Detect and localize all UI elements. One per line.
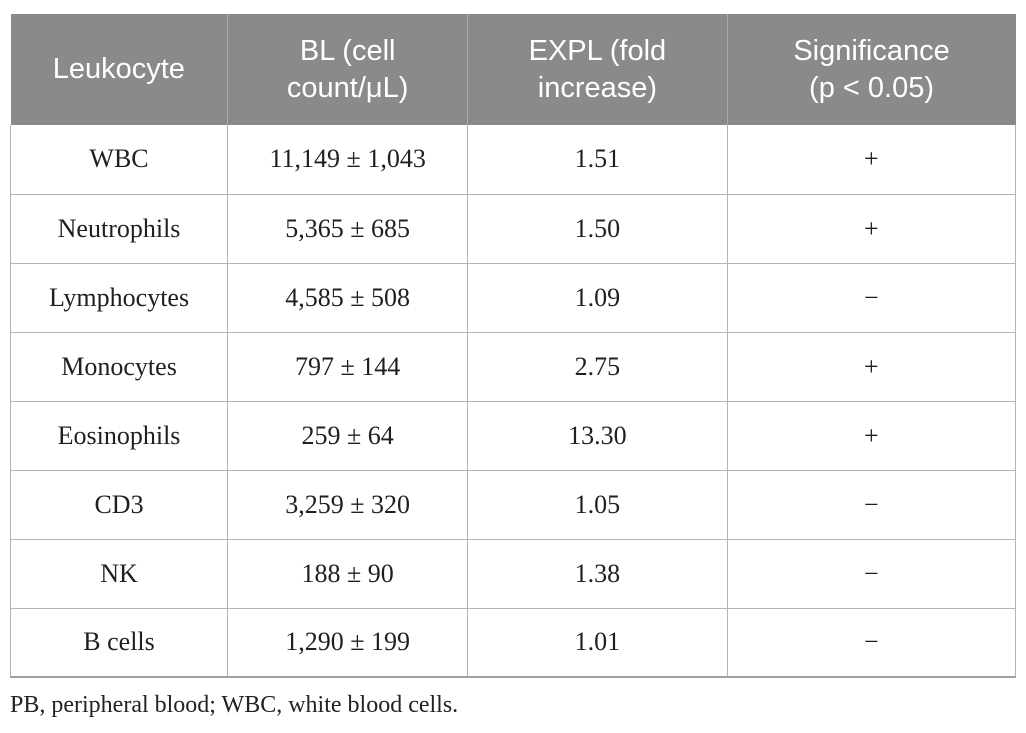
cell-bl: 1,290 ± 199 — [227, 607, 469, 678]
cell-leukocyte: NK — [9, 538, 229, 609]
leukocyte-table: Leukocyte BL (cell count/μL) EXPL (fold … — [9, 14, 1017, 678]
column-header-significance: Significance (p < 0.05) — [727, 14, 1016, 125]
cell-expl: 1.50 — [467, 193, 728, 264]
table-row: Neutrophils 5,365 ± 685 1.50 + — [9, 193, 1017, 264]
data-table: Leukocyte BL (cell count/μL) EXPL (fold … — [9, 14, 1017, 678]
column-header-leukocyte: Leukocyte — [10, 14, 229, 125]
cell-leukocyte: Eosinophils — [9, 400, 229, 471]
cell-significance: + — [726, 400, 1017, 471]
cell-leukocyte: WBC — [9, 125, 229, 195]
column-header-expl: EXPL (fold increase) — [467, 14, 728, 125]
table-header: Leukocyte BL (cell count/μL) EXPL (fold … — [10, 14, 1016, 125]
table-row: WBC 11,149 ± 1,043 1.51 + — [9, 125, 1017, 195]
table-row: NK 188 ± 90 1.38 − — [9, 538, 1017, 609]
header-row: Leukocyte BL (cell count/μL) EXPL (fold … — [10, 14, 1016, 125]
cell-bl: 3,259 ± 320 — [227, 469, 469, 540]
cell-expl: 1.01 — [467, 607, 728, 678]
cell-bl: 188 ± 90 — [227, 538, 469, 609]
column-header-bl: BL (cell count/μL) — [227, 14, 469, 125]
cell-leukocyte: CD3 — [9, 469, 229, 540]
cell-expl: 1.09 — [467, 262, 728, 333]
table-body: WBC 11,149 ± 1,043 1.51 + Neutrophils 5,… — [9, 125, 1017, 678]
table-row: Eosinophils 259 ± 64 13.30 + — [9, 400, 1017, 471]
cell-bl: 797 ± 144 — [227, 331, 469, 402]
cell-expl: 13.30 — [467, 400, 728, 471]
cell-expl: 1.51 — [467, 125, 728, 195]
table-row: Monocytes 797 ± 144 2.75 + — [9, 331, 1017, 402]
table-row: B cells 1,290 ± 199 1.01 − — [9, 607, 1017, 678]
cell-leukocyte: Monocytes — [9, 331, 229, 402]
cell-leukocyte: Lymphocytes — [9, 262, 229, 333]
cell-significance: + — [726, 125, 1017, 195]
cell-bl: 259 ± 64 — [227, 400, 469, 471]
cell-significance: − — [726, 262, 1017, 333]
cell-leukocyte: B cells — [9, 607, 229, 678]
cell-expl: 1.05 — [467, 469, 728, 540]
cell-significance: + — [726, 331, 1017, 402]
cell-bl: 11,149 ± 1,043 — [227, 125, 469, 195]
cell-significance: − — [726, 469, 1017, 540]
footnote: PB, peripheral blood; WBC, white blood c… — [10, 692, 459, 718]
cell-bl: 4,585 ± 508 — [227, 262, 469, 333]
table-row: Lymphocytes 4,585 ± 508 1.09 − — [9, 262, 1017, 333]
cell-significance: − — [726, 607, 1017, 678]
table-row: CD3 3,259 ± 320 1.05 − — [9, 469, 1017, 540]
cell-leukocyte: Neutrophils — [9, 193, 229, 264]
cell-expl: 1.38 — [467, 538, 728, 609]
cell-significance: − — [726, 538, 1017, 609]
cell-significance: + — [726, 193, 1017, 264]
cell-expl: 2.75 — [467, 331, 728, 402]
cell-bl: 5,365 ± 685 — [227, 193, 469, 264]
